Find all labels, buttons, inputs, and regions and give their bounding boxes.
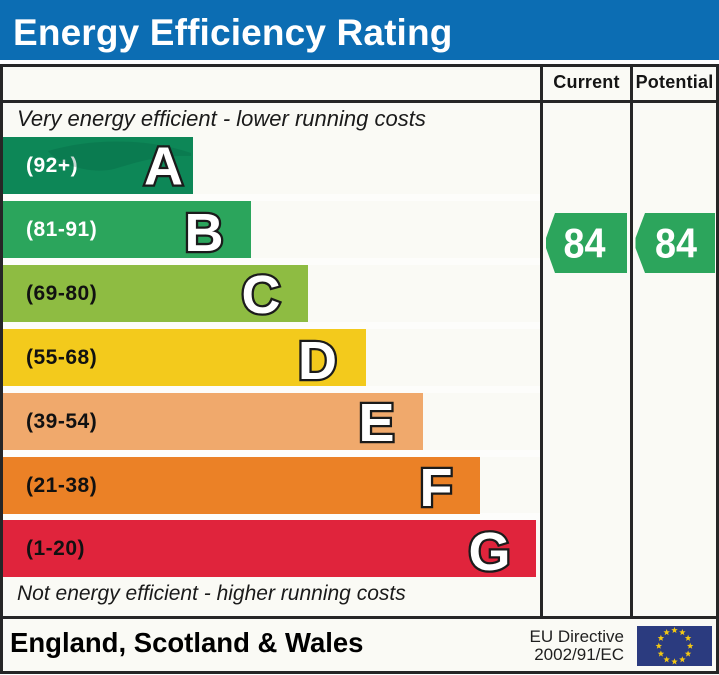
svg-text:84: 84 xyxy=(564,220,607,267)
svg-text:D: D xyxy=(298,331,337,391)
svg-text:E: E xyxy=(358,393,394,453)
svg-text:84: 84 xyxy=(655,220,698,267)
svg-text:B: B xyxy=(185,203,224,263)
svg-text:C: C xyxy=(242,265,281,325)
svg-text:F: F xyxy=(420,458,453,518)
svg-text:G: G xyxy=(468,522,510,582)
svg-text:A: A xyxy=(144,137,183,197)
